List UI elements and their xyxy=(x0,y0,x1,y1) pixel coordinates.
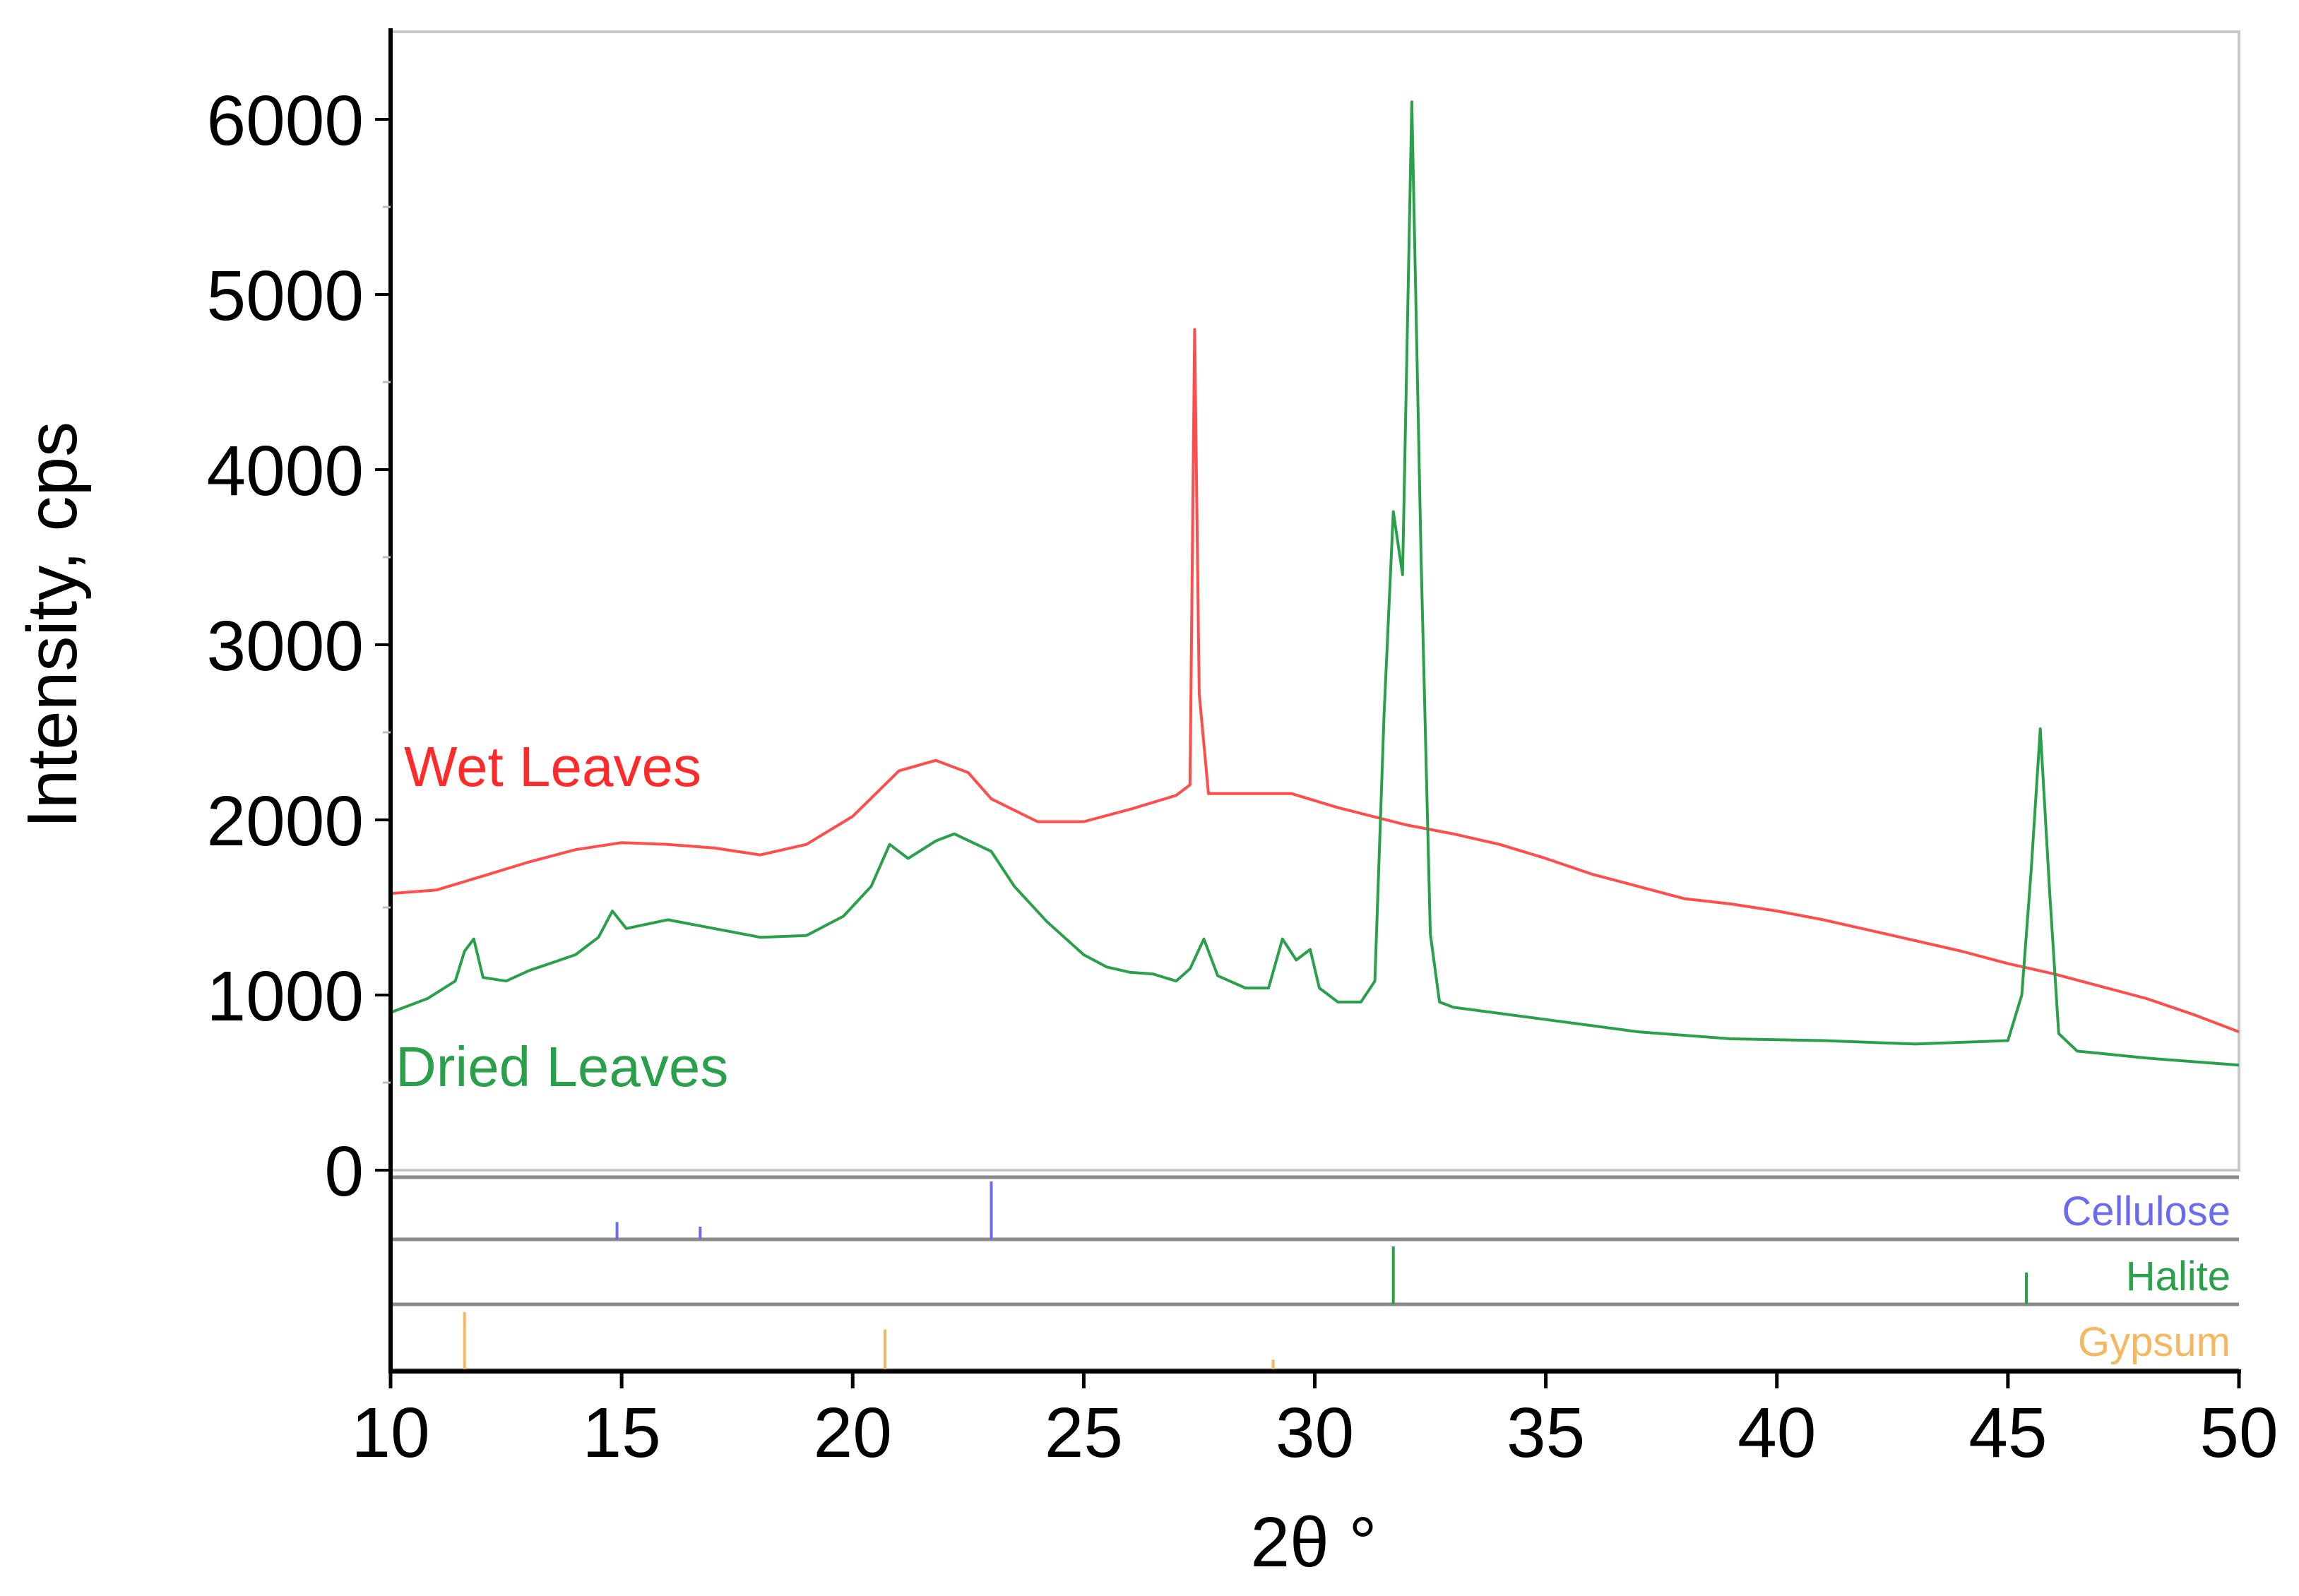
annotation-dried-leaves: Dried Leaves xyxy=(396,1035,728,1098)
x-axis-label: 2θ ° xyxy=(1250,1503,1377,1582)
y-tick-label-5: 5000 xyxy=(207,256,364,335)
x-tick-label-5: 35 xyxy=(1507,1393,1585,1472)
series-line-1 xyxy=(390,100,2240,1067)
x-tick-label-3: 25 xyxy=(1045,1393,1123,1472)
x-tick-label-7: 45 xyxy=(1968,1393,2047,1472)
y-tick-label-0: 0 xyxy=(324,1132,364,1211)
x-tick-label-8: 50 xyxy=(2199,1393,2278,1472)
series-layer xyxy=(390,100,2240,1067)
y-axis-label: Intensity, cps xyxy=(13,422,92,828)
y-tick-label-2: 2000 xyxy=(207,782,364,861)
x-tick-label-1: 15 xyxy=(583,1393,661,1472)
series-line-0 xyxy=(390,328,2240,1033)
x-tick-label-0: 10 xyxy=(351,1393,429,1472)
y-tick-label-3: 3000 xyxy=(207,607,364,686)
x-tick-label-2: 20 xyxy=(814,1393,892,1472)
ref-label-2: Gypsum xyxy=(2078,1319,2230,1365)
x-tick-label-4: 30 xyxy=(1276,1393,1354,1472)
y-tick-label-4: 4000 xyxy=(207,431,364,511)
annotation-wet-leaves: Wet Leaves xyxy=(404,735,701,798)
y-tick-label-6: 6000 xyxy=(207,81,364,160)
ref-label-1: Halite xyxy=(2126,1253,2230,1299)
x-tick-label-6: 40 xyxy=(1737,1393,1816,1472)
axes-layer: 0 1000 2000 3000 4000 5000 6000 10 15 20 25 30 35 40 4… xyxy=(207,28,2279,1472)
y-tick-label-1: 1000 xyxy=(207,957,364,1036)
ref-label-0: Cellulose xyxy=(2062,1189,2230,1234)
